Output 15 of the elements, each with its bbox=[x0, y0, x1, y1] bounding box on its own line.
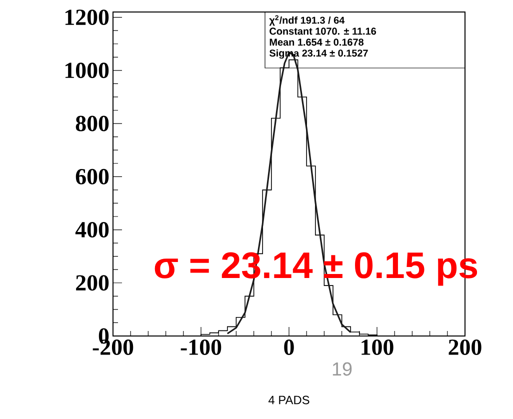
y-tick-label: 400 bbox=[75, 222, 109, 238]
x-tick-label: 0 bbox=[284, 340, 294, 355]
y-tick-label: 1000 bbox=[65, 62, 109, 78]
x-axis-title: 4 PADS bbox=[268, 396, 310, 404]
text: 19 bbox=[332, 362, 352, 376]
x-tick-label: 200 bbox=[448, 340, 482, 355]
y-tick-label: 200 bbox=[76, 275, 109, 291]
y-tick-label: 600 bbox=[76, 168, 109, 184]
x-tick-label: -100 bbox=[180, 340, 222, 355]
y-tick-label: 1200 bbox=[65, 10, 109, 26]
x-tick-label: 100 bbox=[362, 340, 394, 355]
y-tick-label: 800 bbox=[76, 116, 109, 132]
annotation: Constant 1070. ± 11.16 bbox=[270, 28, 376, 35]
annotation: χ$^{2}$/ndf 191.3 / 64 bbox=[269, 15, 345, 26]
annotation: Mean 1.654 ± 0.1678 bbox=[270, 38, 364, 46]
